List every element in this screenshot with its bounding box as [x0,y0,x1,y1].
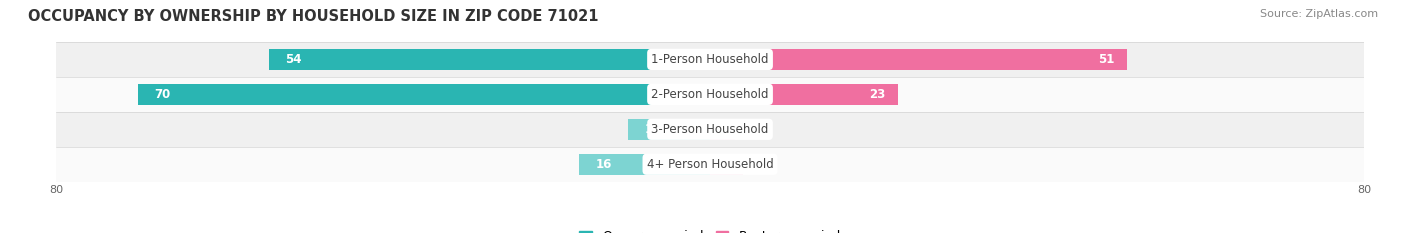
Text: 3-Person Household: 3-Person Household [651,123,769,136]
Bar [56,112,1364,147]
Bar [56,42,1364,77]
Bar [710,119,734,140]
Legend: Owner-occupied, Renter-occupied: Owner-occupied, Renter-occupied [575,225,845,233]
Bar [628,119,710,140]
Text: 70: 70 [155,88,170,101]
Text: 2-Person Household: 2-Person Household [651,88,769,101]
Bar [710,49,1126,70]
Bar [710,84,898,105]
Text: 4+ Person Household: 4+ Person Household [647,158,773,171]
Text: 51: 51 [1098,53,1115,66]
Bar [269,49,710,70]
Text: OCCUPANCY BY OWNERSHIP BY HOUSEHOLD SIZE IN ZIP CODE 71021: OCCUPANCY BY OWNERSHIP BY HOUSEHOLD SIZE… [28,9,599,24]
Text: 16: 16 [596,158,612,171]
Text: 1-Person Household: 1-Person Household [651,53,769,66]
Text: 4: 4 [755,158,762,171]
Text: 3: 3 [747,123,754,136]
Bar [579,154,710,175]
Bar [56,147,1364,182]
Text: 23: 23 [869,88,886,101]
Bar [138,84,710,105]
Text: Source: ZipAtlas.com: Source: ZipAtlas.com [1260,9,1378,19]
Text: 10: 10 [644,123,661,136]
Text: 54: 54 [285,53,301,66]
Bar [56,77,1364,112]
Bar [710,154,742,175]
